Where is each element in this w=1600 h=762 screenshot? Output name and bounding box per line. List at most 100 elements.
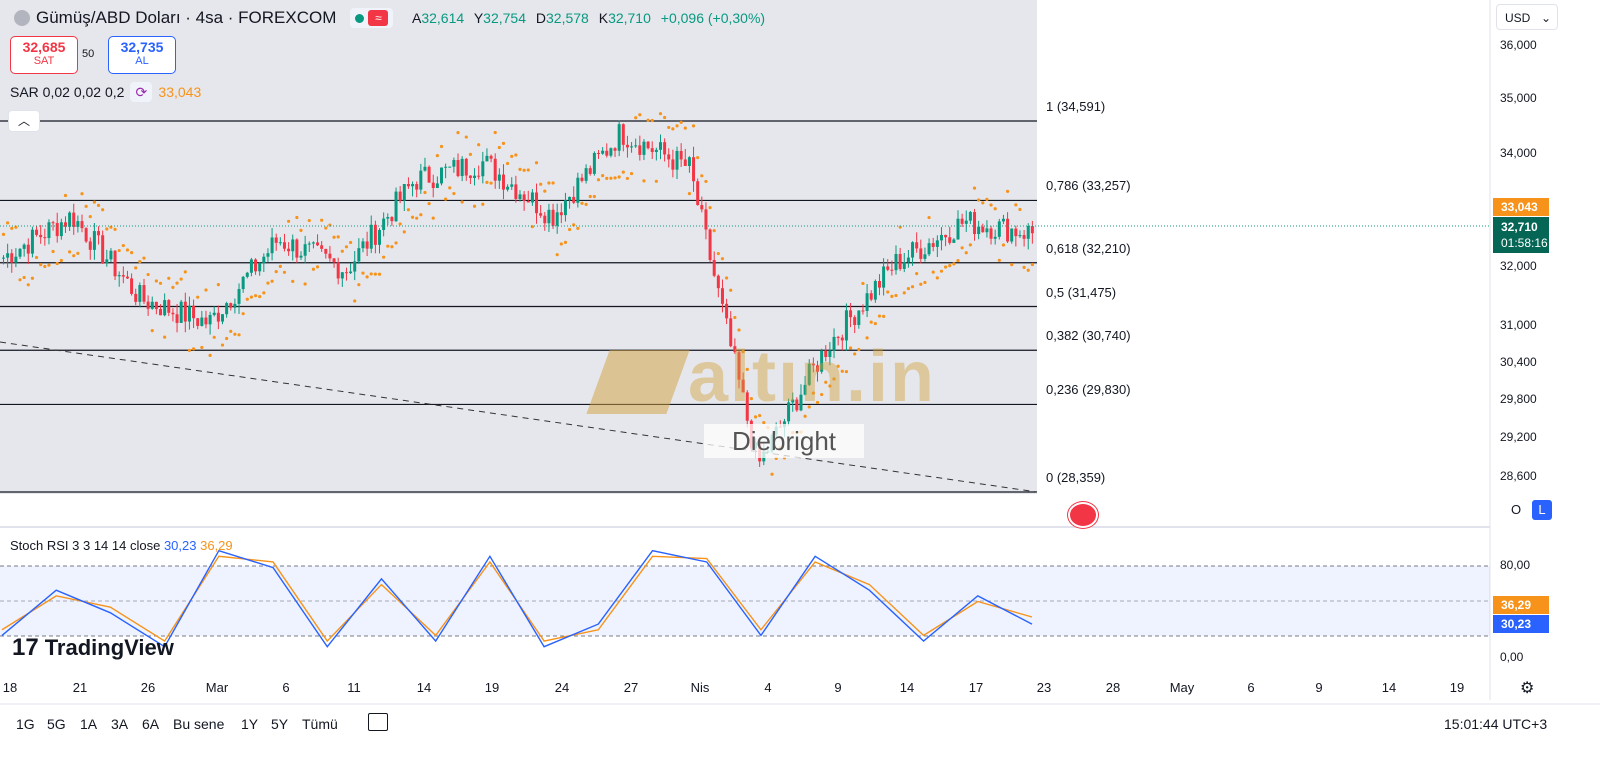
candle-body: [795, 399, 799, 411]
candle-body: [481, 161, 485, 177]
stoch-legend[interactable]: Stoch RSI 3 3 14 14 close 30,23 36,29: [10, 538, 233, 553]
sar-dot: [584, 202, 588, 206]
candle-body: [902, 261, 906, 269]
candle-body: [646, 141, 650, 149]
timeframe-button[interactable]: 5Y: [271, 716, 289, 732]
candle-body: [287, 248, 291, 252]
sar-dot: [815, 400, 820, 405]
candle-body: [47, 222, 51, 239]
candle-body: [328, 253, 332, 259]
candle-body: [39, 234, 43, 238]
timeframe-button[interactable]: 1Y: [241, 716, 259, 732]
candle-body: [26, 244, 30, 254]
sar-dot: [88, 214, 92, 219]
collapse-legend-button[interactable]: ︿: [8, 110, 40, 132]
candle-body: [398, 191, 402, 201]
candle-body: [535, 192, 539, 214]
candle-body: [865, 293, 869, 311]
sar-dot: [377, 272, 382, 276]
candle-body: [989, 228, 993, 239]
scale-l-button[interactable]: L: [1532, 500, 1552, 520]
candle-body: [113, 250, 117, 277]
sar-dot: [460, 200, 464, 204]
candle-body: [84, 228, 88, 242]
calendar-range-icon[interactable]: [368, 713, 388, 731]
candle-body: [59, 222, 63, 237]
candle-body: [977, 226, 981, 235]
candle-body: [787, 402, 791, 422]
market-status[interactable]: ≈: [350, 8, 394, 28]
candle-body: [456, 159, 460, 177]
buy-button[interactable]: 32,735 AL: [108, 36, 176, 74]
timeframe-button[interactable]: Bu sene: [173, 716, 225, 732]
sar-dot: [497, 145, 501, 150]
candle-body: [373, 224, 377, 245]
clock[interactable]: 15:01:44 UTC+3: [1444, 716, 1548, 732]
candle-body: [254, 259, 258, 272]
candle-body: [208, 314, 212, 325]
sell-button[interactable]: 32,685 SAT: [10, 36, 78, 74]
sar-dot: [435, 153, 439, 158]
refresh-icon[interactable]: ⟳: [130, 82, 153, 102]
tv-logo-text: TradingView: [44, 635, 174, 660]
timeframe-button[interactable]: 3A: [111, 716, 129, 732]
sar-dot: [386, 244, 390, 248]
candle-body: [386, 217, 390, 219]
candle-body: [448, 166, 452, 168]
time-axis-label: 6: [282, 680, 290, 695]
settings-gear-icon[interactable]: ⚙: [1520, 680, 1535, 697]
sar-dot: [770, 472, 774, 476]
ohlc-open-key: A: [412, 10, 422, 26]
candle-body: [258, 263, 262, 272]
candle-body: [444, 166, 448, 168]
timeframe-button[interactable]: Tümü: [302, 716, 338, 732]
trendline: [0, 341, 1038, 493]
sar-dot: [398, 222, 402, 226]
symbol-header[interactable]: Gümüş/ABD Doları · 4sa · FOREXCOM ≈: [14, 8, 394, 28]
currency-select[interactable]: USD ⌄: [1496, 4, 1558, 30]
candle-body: [101, 235, 105, 264]
sar-dot: [150, 329, 154, 333]
candle-body: [964, 220, 968, 224]
candle-body: [861, 310, 865, 312]
sar-dot: [861, 281, 865, 286]
timeframe-button[interactable]: 1A: [80, 716, 98, 732]
timeframe-button[interactable]: 1G: [16, 716, 35, 732]
time-axis-label: 6: [1247, 680, 1255, 695]
sar-dot: [423, 190, 427, 195]
sar-dot: [613, 176, 617, 180]
sar-dot: [253, 294, 258, 298]
timeframe-button[interactable]: 6A: [142, 716, 160, 732]
sar-dot: [361, 271, 365, 275]
candle-body: [18, 248, 22, 257]
tradingview-logo[interactable]: 17 TradingView: [12, 634, 174, 662]
candle-body: [931, 243, 935, 247]
sar-dot: [167, 276, 171, 280]
candle-body: [894, 253, 898, 271]
sar-dot: [745, 367, 749, 371]
scale-o-button[interactable]: O: [1510, 502, 1522, 517]
candle-body: [906, 257, 910, 262]
fib-label: 0 (28,359): [1046, 470, 1106, 485]
timeframe-button[interactable]: 5G: [47, 716, 66, 732]
sar-dot: [696, 155, 700, 160]
sar-legend[interactable]: SAR 0,02 0,02 0,2 ⟳ 33,043: [10, 82, 201, 102]
candle-body: [489, 155, 493, 159]
sar-dot: [1018, 207, 1022, 212]
sar-dot: [324, 226, 328, 230]
ohlc-values: A32,614 Y32,754 D32,578 K32,710 +0,096 (…: [412, 10, 771, 26]
flag-us-icon[interactable]: [1068, 502, 1098, 528]
stoch-d-tag: 36,29: [1493, 596, 1549, 614]
candle-body: [642, 141, 646, 155]
candle-body: [935, 240, 939, 247]
sar-dot: [679, 120, 683, 124]
time-axis-label: 14: [1381, 680, 1397, 695]
sar-dot: [344, 245, 349, 249]
sar-dot: [274, 270, 278, 274]
candle-body: [6, 253, 10, 258]
symbol-title[interactable]: Gümüş/ABD Doları · 4sa · FOREXCOM: [36, 8, 337, 27]
candle-body: [675, 150, 679, 170]
market-open-icon: [355, 13, 365, 23]
sar-dot: [1005, 189, 1010, 193]
